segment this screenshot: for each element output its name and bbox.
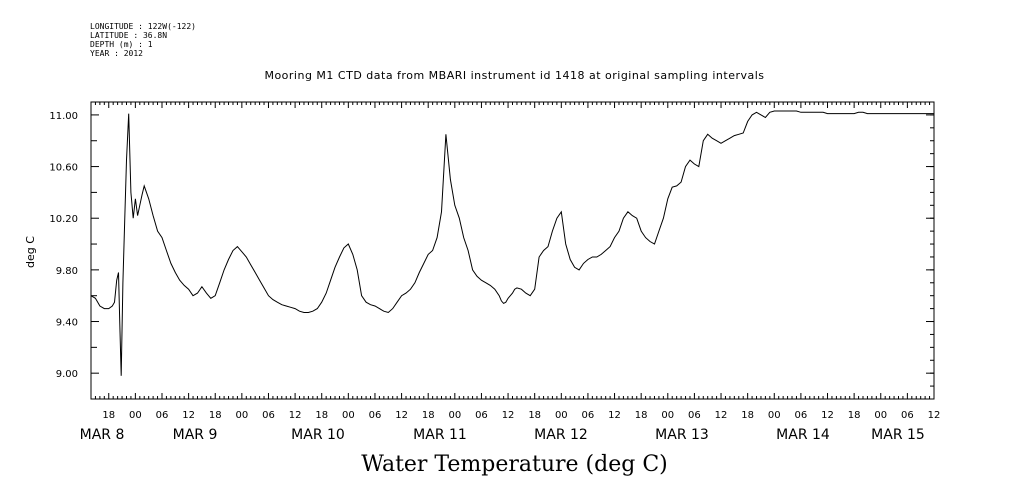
y-tick-label: 9.00 (56, 369, 78, 380)
x-day-label: MAR 13 (655, 427, 709, 443)
x-tick-label: 12 (608, 410, 621, 421)
x-tick-label: 00 (129, 410, 142, 421)
x-tick-label: 12 (821, 410, 834, 421)
x-tick-label: 06 (262, 410, 275, 421)
y-tick-label: 11.00 (49, 111, 78, 122)
y-axis-label: deg C (24, 236, 37, 268)
x-tick-label: 18 (209, 410, 222, 421)
x-tick-label: 18 (635, 410, 648, 421)
y-tick-label: 9.80 (56, 266, 78, 277)
y-axis: 9.00 9.40 9.80 10.20 10.60 11.00 (49, 111, 934, 380)
y-tick-label: 9.40 (56, 318, 78, 329)
x-day-label: MAR 11 (413, 427, 467, 443)
chart-title-wrap: Mooring M1 CTD data from MBARI instrumen… (0, 69, 1009, 82)
year-label: YEAR : 2012 (90, 49, 143, 58)
y-tick-label: 10.20 (49, 214, 78, 225)
latitude-label: LATITUDE : 36.8N (90, 31, 168, 40)
x-tick-label: 00 (661, 410, 674, 421)
minor-ticks (90, 101, 935, 400)
x-tick-label: 00 (874, 410, 887, 421)
x-tick-label: 12 (715, 410, 728, 421)
x-tick-label: 18 (528, 410, 541, 421)
x-day-label: MAR 10 (291, 427, 345, 443)
x-tick-label: 00 (448, 410, 461, 421)
x-day-label: MAR 9 (173, 427, 218, 443)
x-tick-label: 12 (928, 410, 941, 421)
x-day-label: MAR 15 (871, 427, 925, 443)
bottom-label: Water Temperature (deg C) (361, 452, 668, 477)
x-tick-label: 06 (795, 410, 808, 421)
x-tick-label: 18 (102, 410, 115, 421)
x-tick-label: 06 (475, 410, 488, 421)
x-tick-label: 18 (848, 410, 861, 421)
plot-frame (90, 101, 935, 400)
x-tick-label: 06 (156, 410, 169, 421)
x-day-label: MAR 8 (80, 427, 125, 443)
x-tick-label: 00 (342, 410, 355, 421)
depth-label: DEPTH (m) : 1 (90, 40, 153, 49)
x-tick-label: 06 (688, 410, 701, 421)
chart-title: Mooring M1 CTD data from MBARI instrumen… (264, 69, 765, 82)
x-tick-label: 00 (555, 410, 568, 421)
x-tick-label: 00 (768, 410, 781, 421)
x-day-label: MAR 14 (776, 427, 830, 443)
bottom-label-wrap: Water Temperature (deg C) (0, 452, 1009, 477)
longitude-label: LONGITUDE : 122W(-122) (90, 22, 196, 31)
x-tick-label: 12 (289, 410, 302, 421)
x-tick-label: 06 (369, 410, 382, 421)
x-axis: 18 00 06 12 18 00 06 12 18 00 06 12 18 00 06 12 18 00 06 12… (80, 410, 941, 443)
x-tick-label: 12 (502, 410, 515, 421)
x-tick-label: 12 (182, 410, 195, 421)
x-tick-label: 06 (582, 410, 595, 421)
x-tick-label: 18 (315, 410, 328, 421)
x-tick-label: 06 (901, 410, 914, 421)
series-line (90, 110, 934, 376)
x-tick-label: 18 (422, 410, 435, 421)
x-day-label: MAR 12 (534, 427, 588, 443)
metadata-block: LONGITUDE : 122W(-122) LATITUDE : 36.8N … (90, 22, 196, 58)
x-tick-label: 12 (395, 410, 408, 421)
x-tick-label: 00 (235, 410, 248, 421)
x-tick-label: 18 (741, 410, 754, 421)
y-tick-label: 10.60 (49, 163, 78, 174)
